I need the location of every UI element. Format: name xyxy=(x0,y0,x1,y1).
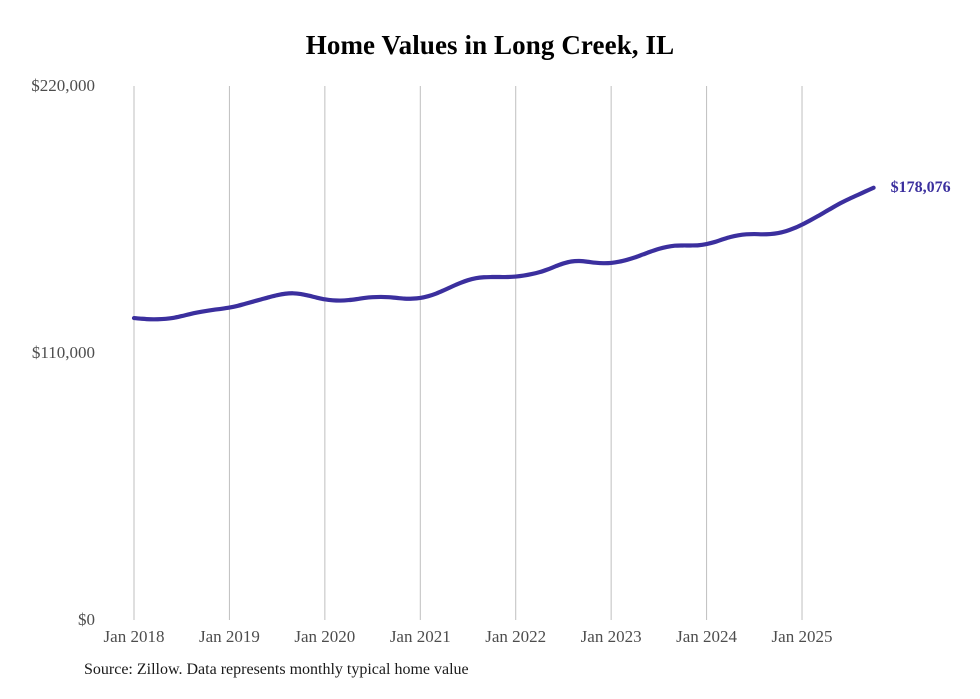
x-tick-label-jan-2018: Jan 2018 xyxy=(103,627,165,646)
x-tick-label-jan-2021: Jan 2021 xyxy=(389,627,451,646)
x-tick-label-jan-2023: Jan 2023 xyxy=(580,627,642,646)
series-end-value-label: $178,076 xyxy=(890,178,951,196)
page-title: Home Values in Long Creek, IL xyxy=(305,30,675,60)
y-tick-label-220000: $220,000 xyxy=(31,76,95,95)
x-tick-label-jan-2025: Jan 2025 xyxy=(771,627,833,646)
gridline-group xyxy=(133,86,803,620)
source-note: Source: Zillow. Data represents monthly … xyxy=(84,661,469,678)
series-line-typical-home-value xyxy=(131,185,876,322)
y-tick-label-110000: $110,000 xyxy=(31,343,95,362)
series-group xyxy=(131,185,876,322)
y-tick-label-0: $0 xyxy=(78,610,95,629)
x-tick-label-jan-2020: Jan 2020 xyxy=(294,627,356,646)
x-tick-label-jan-2022: Jan 2022 xyxy=(485,627,547,646)
x-tick-label-jan-2019: Jan 2019 xyxy=(198,627,260,646)
x-tick-label-jan-2024: Jan 2024 xyxy=(676,627,738,646)
